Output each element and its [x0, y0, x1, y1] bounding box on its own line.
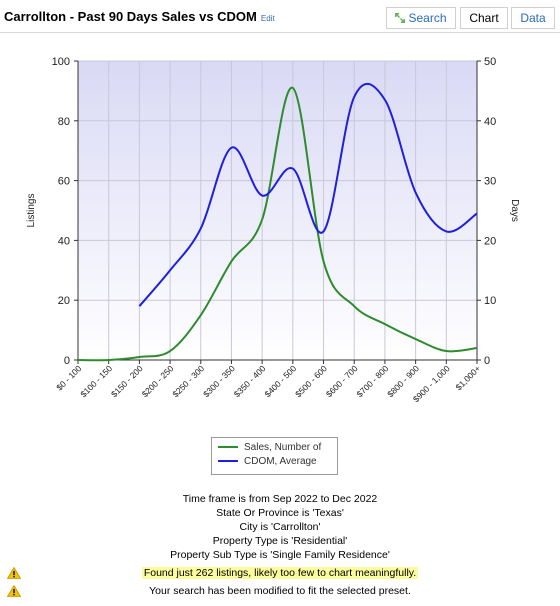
header-bar: Carrollton - Past 90 Days Sales vs CDOM E…	[0, 0, 560, 33]
tab-search[interactable]: Search	[386, 7, 456, 29]
x-tick-label: $400 - 500	[262, 363, 298, 399]
legend-swatch-cdom	[218, 460, 238, 463]
y2-tick-label: 20	[484, 235, 496, 247]
x-tick-label: $350 - 400	[232, 363, 268, 399]
y2-tick-label: 50	[484, 56, 496, 68]
x-tick-label: $250 - 300	[170, 363, 206, 399]
warning-message: Found just 262 listings, likely too few …	[0, 567, 560, 579]
edit-link[interactable]: Edit	[260, 14, 275, 23]
criteria-line: Property Sub Type is 'Single Family Resi…	[170, 549, 390, 561]
x-tick-label: $200 - 250	[140, 363, 176, 399]
title-text: Carrollton - Past 90 Days Sales vs CDOM	[4, 9, 257, 24]
y2-tick-label: 10	[484, 295, 496, 307]
y-tick-label: 100	[52, 56, 70, 68]
tab-data[interactable]: Data	[511, 7, 555, 29]
tab-search-label: Search	[408, 11, 447, 25]
y2-tick-label: 0	[484, 355, 490, 367]
x-tick-label: $500 - 600	[293, 363, 329, 399]
chart: 0 20 40 60 80 100 0 10 20 30 40 50 $0 - 100$100 - 15…	[26, 56, 520, 404]
expand-icon	[395, 13, 406, 23]
criteria-line: Time frame is from Sep 2022 to Dec 2022	[182, 493, 378, 505]
x-tick-label: $700 - 800	[355, 363, 391, 399]
legend-label-cdom: CDOM, Average	[244, 456, 317, 467]
y-axis-title: Listings	[26, 194, 37, 228]
legend-label-sales: Sales, Number of	[244, 442, 322, 453]
y2-tick-label: 40	[484, 116, 496, 128]
legend-swatch-sales	[218, 446, 238, 449]
x-tick-label: $150 - 200	[109, 363, 145, 399]
x-tick-label: $0 - 100	[54, 363, 83, 392]
y-tick-label: 60	[58, 176, 70, 188]
warning-icon	[7, 567, 21, 579]
series-line-cdom	[138, 82, 478, 307]
chart-legend: Sales, Number of CDOM, Average	[211, 437, 338, 475]
x-tick-label: $300 - 350	[201, 363, 237, 399]
warning-icon	[7, 585, 21, 597]
y2-tick-label: 30	[484, 176, 496, 188]
info-message: Your search has been modified to fit the…	[149, 585, 411, 597]
x-tick-label: $100 - 150	[78, 363, 114, 399]
plot-area	[78, 61, 477, 360]
y2-axis-title: Days	[509, 199, 520, 222]
tab-data-label: Data	[520, 11, 546, 25]
y-tick-label: 20	[58, 295, 70, 307]
x-tick-label: $1,000+	[453, 363, 482, 392]
page-title: Carrollton - Past 90 Days Sales vs CDOM E…	[4, 9, 275, 24]
y-tick-label: 80	[58, 116, 70, 128]
tab-chart[interactable]: Chart	[460, 7, 508, 29]
criteria-line: Property Type is 'Residential'	[212, 535, 348, 547]
y-tick-label: 0	[64, 355, 70, 367]
legend-item-sales: Sales, Number of	[218, 441, 321, 455]
warning-text: Found just 262 listings, likely too few …	[141, 567, 419, 579]
y-tick-label: 40	[58, 235, 70, 247]
series-line-sales	[77, 86, 478, 362]
criteria-line: State Or Province is 'Texas'	[216, 507, 344, 519]
x-tick-label: $600 - 700	[324, 363, 360, 399]
tab-chart-label: Chart	[469, 11, 499, 25]
legend-item-cdom: CDOM, Average	[218, 455, 317, 469]
criteria-line: City is 'Carrollton'	[239, 521, 321, 533]
